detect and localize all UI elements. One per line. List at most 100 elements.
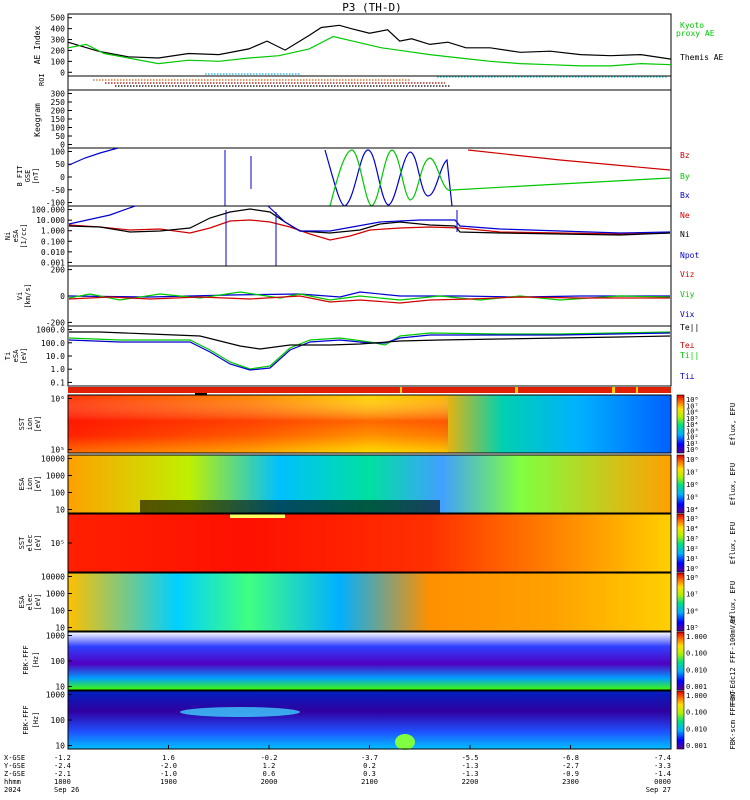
x-tick-label: -1.3 [462, 770, 479, 778]
density-ylabel-2: eSA [12, 229, 20, 242]
y-tick-label: 200 [51, 266, 66, 275]
esa-elec-ylabel-3: [eV] [34, 594, 42, 611]
legend-kyoto-sub: proxy AE [676, 29, 715, 38]
colorbar-tick: 0.100 [686, 709, 707, 717]
temperature-y-ticks: 1000.0 100.0 10.0 1.0 0.1 [36, 326, 72, 387]
sst-elec-band [230, 514, 285, 518]
mode-bar-mark-2 [515, 387, 518, 393]
x-tick-label: -2.4 [54, 762, 71, 770]
bfield-ylabel-1: B FIT [16, 165, 24, 187]
temperature-ylabel-1: Ti [4, 352, 12, 360]
esa-ion-ylabel-1: ESA [18, 477, 26, 490]
velocity-ylabel-1: Vi [16, 292, 24, 300]
colorbar-tick: 10⁵ [686, 415, 699, 423]
colorbar-tick: 0.100 [686, 650, 707, 658]
sst-ion-ylabel-2: ion [26, 418, 34, 431]
y-tick-label: 100 [51, 657, 66, 666]
fbk-e-ylabel-1: FBK-FFF [22, 645, 30, 675]
sst-elec-y-ticks: 10⁵ [51, 539, 72, 548]
x-tick-label: Sep 27 [646, 786, 671, 794]
y-tick-label: 1000 [46, 631, 65, 640]
y-tick-label: 10.0 [46, 352, 65, 361]
ti-par-trace [68, 331, 671, 370]
colorbar-label: Eflux, EFU [729, 522, 737, 564]
x-tick-label: 1.2 [263, 762, 276, 770]
colorbar-tick: 10⁴ [686, 506, 699, 514]
velocity-panel: 200 0 -200 Vi [km/s] Viz Viy Vix [16, 265, 695, 327]
y-tick-label: 0 [60, 292, 65, 301]
x-tick-label: 0.6 [263, 770, 276, 778]
colorbar-tick: 10⁵ [686, 515, 699, 523]
page-title: P3 (TH-D) [342, 1, 402, 14]
mode-bar-fill [68, 387, 671, 393]
vix-trace [68, 291, 670, 298]
legend-by: By [680, 172, 690, 181]
colorbar-tick: 0.001 [686, 683, 707, 691]
y-tick-label: 0.100 [41, 237, 65, 246]
fbk-b-ylabel-1: FBK-FFF [22, 705, 30, 735]
y-tick-label: 100 [51, 489, 66, 498]
y-tick-label: 0 [60, 68, 65, 77]
esa-elec-panel: 10000 1000 100 10 ESA elec [eV] [18, 572, 672, 633]
by-wave [329, 149, 453, 207]
x-axis-row-label: 2024 [4, 786, 21, 794]
legend-npot: Npot [680, 251, 699, 260]
fbk-b-spectrogram [68, 691, 671, 749]
x-tick-label: 0.3 [363, 770, 376, 778]
legend-ni: Ni [680, 230, 690, 239]
roi-ylabel: ROI [38, 73, 46, 86]
colorbar-tick: 1.000 [686, 692, 707, 700]
y-tick-label: 10⁵ [51, 446, 65, 455]
x-tick-label: 1.6 [162, 754, 175, 762]
legend-te-par: Te|| [680, 323, 699, 332]
viz-trace [68, 295, 670, 304]
y-tick-label: -50 [51, 186, 66, 195]
legend-te-perp: Te⊥ [680, 341, 695, 350]
y-tick-label: 1.0 [51, 365, 66, 374]
sst-elec-ylabel-1: SST [18, 536, 26, 549]
sst-ion-band [68, 395, 448, 453]
x-tick-label: -3.7 [361, 754, 378, 762]
x-axis: X-GSEY-GSEZ-GSEhhmm2024-1.2-2.4-2.11800S… [4, 745, 672, 794]
esa-ion-low-band [140, 500, 440, 513]
legend-ti-par: Ti|| [680, 351, 699, 360]
colorbar-esa_ion [676, 454, 685, 514]
bx-early-trace [68, 147, 119, 166]
y-tick-label: 1.000 [41, 227, 65, 236]
sst-elec-ylabel-3: [eV] [34, 535, 42, 552]
fbk-e-panel: 1000 100 10 FBK-FFF [Hz] [22, 631, 672, 692]
temperature-frame [67, 325, 672, 387]
x-tick-label: -5.5 [462, 754, 479, 762]
colorbar-label: Eflux, EFU [729, 403, 737, 445]
x-tick-label: 2300 [562, 778, 579, 786]
ti-perp-trace [68, 332, 671, 371]
y-tick-label: 1000 [46, 589, 65, 598]
sst-ion-frame [67, 394, 672, 454]
ae-ylabel: AE Index [33, 26, 42, 65]
y-tick-label: 1000 [46, 471, 65, 480]
x-tick-label: -1.0 [160, 770, 177, 778]
bfield-ylabel-3: [nT] [32, 168, 40, 185]
y-tick-label: 100 [51, 57, 66, 66]
colorbar-tick: 10² [686, 545, 699, 553]
esa-ion-y-ticks: 10000 1000 100 10 [41, 454, 72, 515]
sst-ion-y-ticks: 10⁶ 10⁵ [51, 394, 72, 455]
x-axis-row-label: hhmm [4, 778, 21, 786]
x-tick-label: 0.2 [363, 762, 376, 770]
bfield-y-ticks: 100 50 0 -50 -100 [46, 147, 72, 208]
esa-elec-ylabel-1: ESA [18, 595, 26, 608]
colorbar-esa_elec [676, 572, 685, 632]
legend-bz: Bz [680, 151, 690, 160]
y-tick-label: 500 [51, 14, 66, 23]
y-tick-label: 50 [55, 132, 65, 141]
y-tick-label: 10⁶ [51, 394, 65, 403]
ni-trace [68, 208, 671, 236]
colorbar-tick: 10⁵ [686, 494, 699, 502]
fbk-b-ylabel-2: [Hz] [32, 712, 40, 729]
y-tick-label: 10⁵ [51, 539, 65, 548]
esa-elec-y-ticks: 10000 1000 100 10 [41, 572, 72, 633]
y-tick-label: 10 [55, 683, 65, 692]
